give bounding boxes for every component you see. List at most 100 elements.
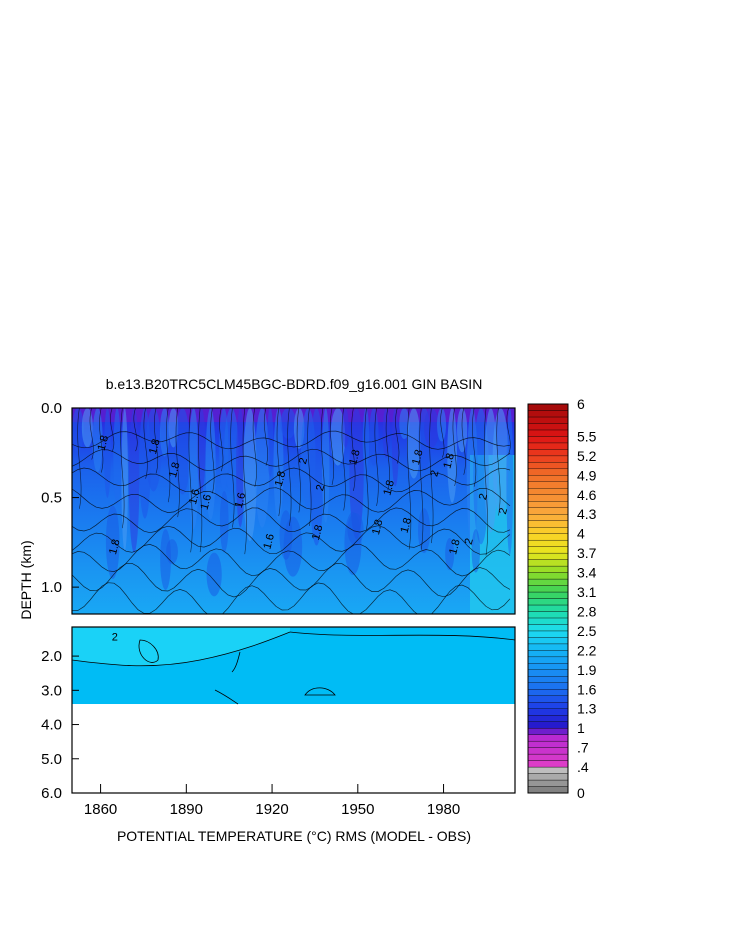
colorbar-box bbox=[527, 643, 569, 651]
upper-mid-patch bbox=[445, 538, 455, 571]
upper-mid-patch bbox=[219, 491, 229, 553]
contour-line bbox=[72, 543, 511, 577]
colorbar-box bbox=[527, 786, 569, 794]
y-tick-label: 3.0 bbox=[41, 682, 62, 699]
contour-line bbox=[329, 408, 335, 485]
colorbar-box bbox=[527, 429, 569, 437]
colorbar-box bbox=[527, 514, 569, 521]
upper-mid-patch bbox=[279, 510, 293, 560]
colorbar-label: 5.2 bbox=[577, 448, 597, 464]
colorbar-box bbox=[527, 449, 569, 457]
contour-line bbox=[120, 408, 125, 529]
x-axis: 1860 1890 1920 1950 1980 bbox=[84, 784, 460, 818]
colorbar-box bbox=[527, 708, 569, 716]
contour-line bbox=[72, 631, 291, 667]
colorbar-box bbox=[527, 533, 569, 541]
upper-y-axis: 0.0 0.5 1.0 bbox=[41, 400, 79, 596]
contour-line bbox=[452, 408, 457, 486]
upper-streak bbox=[447, 408, 458, 503]
upper-streak bbox=[437, 408, 447, 442]
upper-streak bbox=[362, 408, 370, 472]
contour-label: 1.8 bbox=[447, 538, 463, 556]
colorbar-label: 4.6 bbox=[577, 487, 597, 503]
colorbar-box bbox=[527, 702, 569, 709]
contour-label: 1.6 bbox=[233, 491, 249, 509]
contour-label: 2 bbox=[477, 492, 490, 501]
colorbar-box bbox=[527, 721, 569, 729]
contour-line bbox=[289, 631, 515, 641]
upper-panel: 1.8 1.81.81.61.6 1.61.61.81.8221.81.81.81.… bbox=[41, 400, 516, 615]
contour-line bbox=[72, 582, 511, 614]
colorbar-label: 4.3 bbox=[577, 506, 597, 522]
contour-label: 1.8 bbox=[441, 452, 457, 470]
contour-line bbox=[484, 408, 489, 556]
colorbar-box bbox=[527, 734, 569, 742]
contour-line bbox=[219, 408, 224, 472]
contour-line bbox=[351, 408, 356, 491]
y-axis-label: DEPTH (km) bbox=[18, 540, 34, 619]
colorbar-box bbox=[527, 565, 569, 573]
contour-line bbox=[72, 487, 511, 513]
contour-label: 2 bbox=[428, 469, 441, 478]
contour-line bbox=[341, 408, 346, 511]
colorbar-box bbox=[527, 753, 569, 761]
contour-line bbox=[72, 448, 511, 472]
upper-streak bbox=[175, 408, 190, 495]
colorbar-label: 3.1 bbox=[577, 584, 597, 600]
x-tick-label: 1860 bbox=[84, 801, 117, 818]
contour-line bbox=[320, 408, 325, 516]
contour-label: 1.8 bbox=[399, 517, 415, 535]
y-tick-label: 0.5 bbox=[41, 490, 62, 507]
x-axis-label: POTENTIAL TEMPERATURE (°C) RMS (MODEL - … bbox=[117, 828, 471, 844]
contour-line bbox=[304, 687, 336, 696]
colorbar-box bbox=[527, 416, 569, 424]
colorbar-box bbox=[527, 559, 569, 567]
x-tick-label: 1980 bbox=[427, 801, 460, 818]
contour-label: 1.8 bbox=[107, 538, 123, 556]
upper-streak bbox=[121, 408, 128, 551]
colorbar-box bbox=[527, 611, 569, 619]
x-tick-label: 1920 bbox=[255, 801, 288, 818]
contour-line bbox=[89, 408, 94, 460]
colorbar-label: 1.9 bbox=[577, 662, 597, 678]
contour-line bbox=[242, 408, 247, 555]
upper-streak bbox=[236, 408, 245, 528]
colorbar-label: .4 bbox=[577, 759, 589, 775]
colorbar-label: 6 bbox=[577, 396, 585, 412]
colorbar-box bbox=[527, 650, 569, 658]
contour-label: 2 bbox=[463, 537, 476, 546]
colorbar-label: 1.6 bbox=[577, 681, 597, 697]
contour-line bbox=[429, 408, 434, 544]
colorbar-box bbox=[527, 546, 569, 554]
colorbar-box bbox=[527, 468, 569, 476]
contour-label: 1.8 bbox=[167, 461, 183, 479]
colorbar-box bbox=[527, 436, 569, 444]
contour-line bbox=[110, 408, 115, 452]
y-tick-label: 5.0 bbox=[41, 751, 62, 768]
upper-streak bbox=[506, 408, 514, 555]
contour-line bbox=[419, 408, 424, 550]
contour-label: 2 bbox=[297, 456, 310, 465]
contour-label: 1.8 bbox=[96, 434, 112, 452]
contour-line bbox=[210, 408, 215, 494]
contour-line bbox=[461, 408, 466, 475]
contour-line bbox=[407, 408, 412, 550]
contour-line bbox=[99, 408, 104, 473]
upper-streak bbox=[243, 408, 257, 542]
contour-line bbox=[364, 408, 369, 530]
colorbar-box bbox=[527, 442, 569, 450]
contour-label: 2 bbox=[497, 507, 510, 516]
contour-line bbox=[472, 408, 477, 487]
colorbar-box bbox=[527, 475, 569, 482]
colorbar-box bbox=[527, 604, 569, 612]
contour-line bbox=[231, 651, 241, 673]
colorbar-box bbox=[527, 695, 569, 703]
colorbar-box bbox=[527, 637, 569, 645]
contour-label: 1.8 bbox=[370, 518, 386, 536]
upper-streak bbox=[81, 408, 93, 448]
contour-label: 1.8 bbox=[381, 479, 397, 497]
contour-line bbox=[72, 467, 511, 493]
chart-title: b.e13.B20TRC5CLM45BGC-BDRD.f09_g16.001 G… bbox=[106, 376, 483, 392]
upper-streak bbox=[492, 408, 509, 515]
